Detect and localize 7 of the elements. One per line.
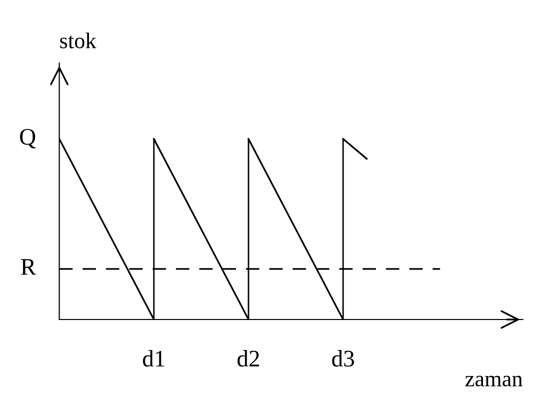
x-tick-label: d2 xyxy=(238,350,259,367)
x-tick-label: d3 xyxy=(332,350,354,367)
ref-line-label: R xyxy=(21,259,36,275)
x-axis-title: zaman xyxy=(465,376,522,386)
y-axis-title: stok xyxy=(60,32,96,48)
text: Q xyxy=(20,128,36,148)
x-tick-label: d1 xyxy=(142,350,164,367)
